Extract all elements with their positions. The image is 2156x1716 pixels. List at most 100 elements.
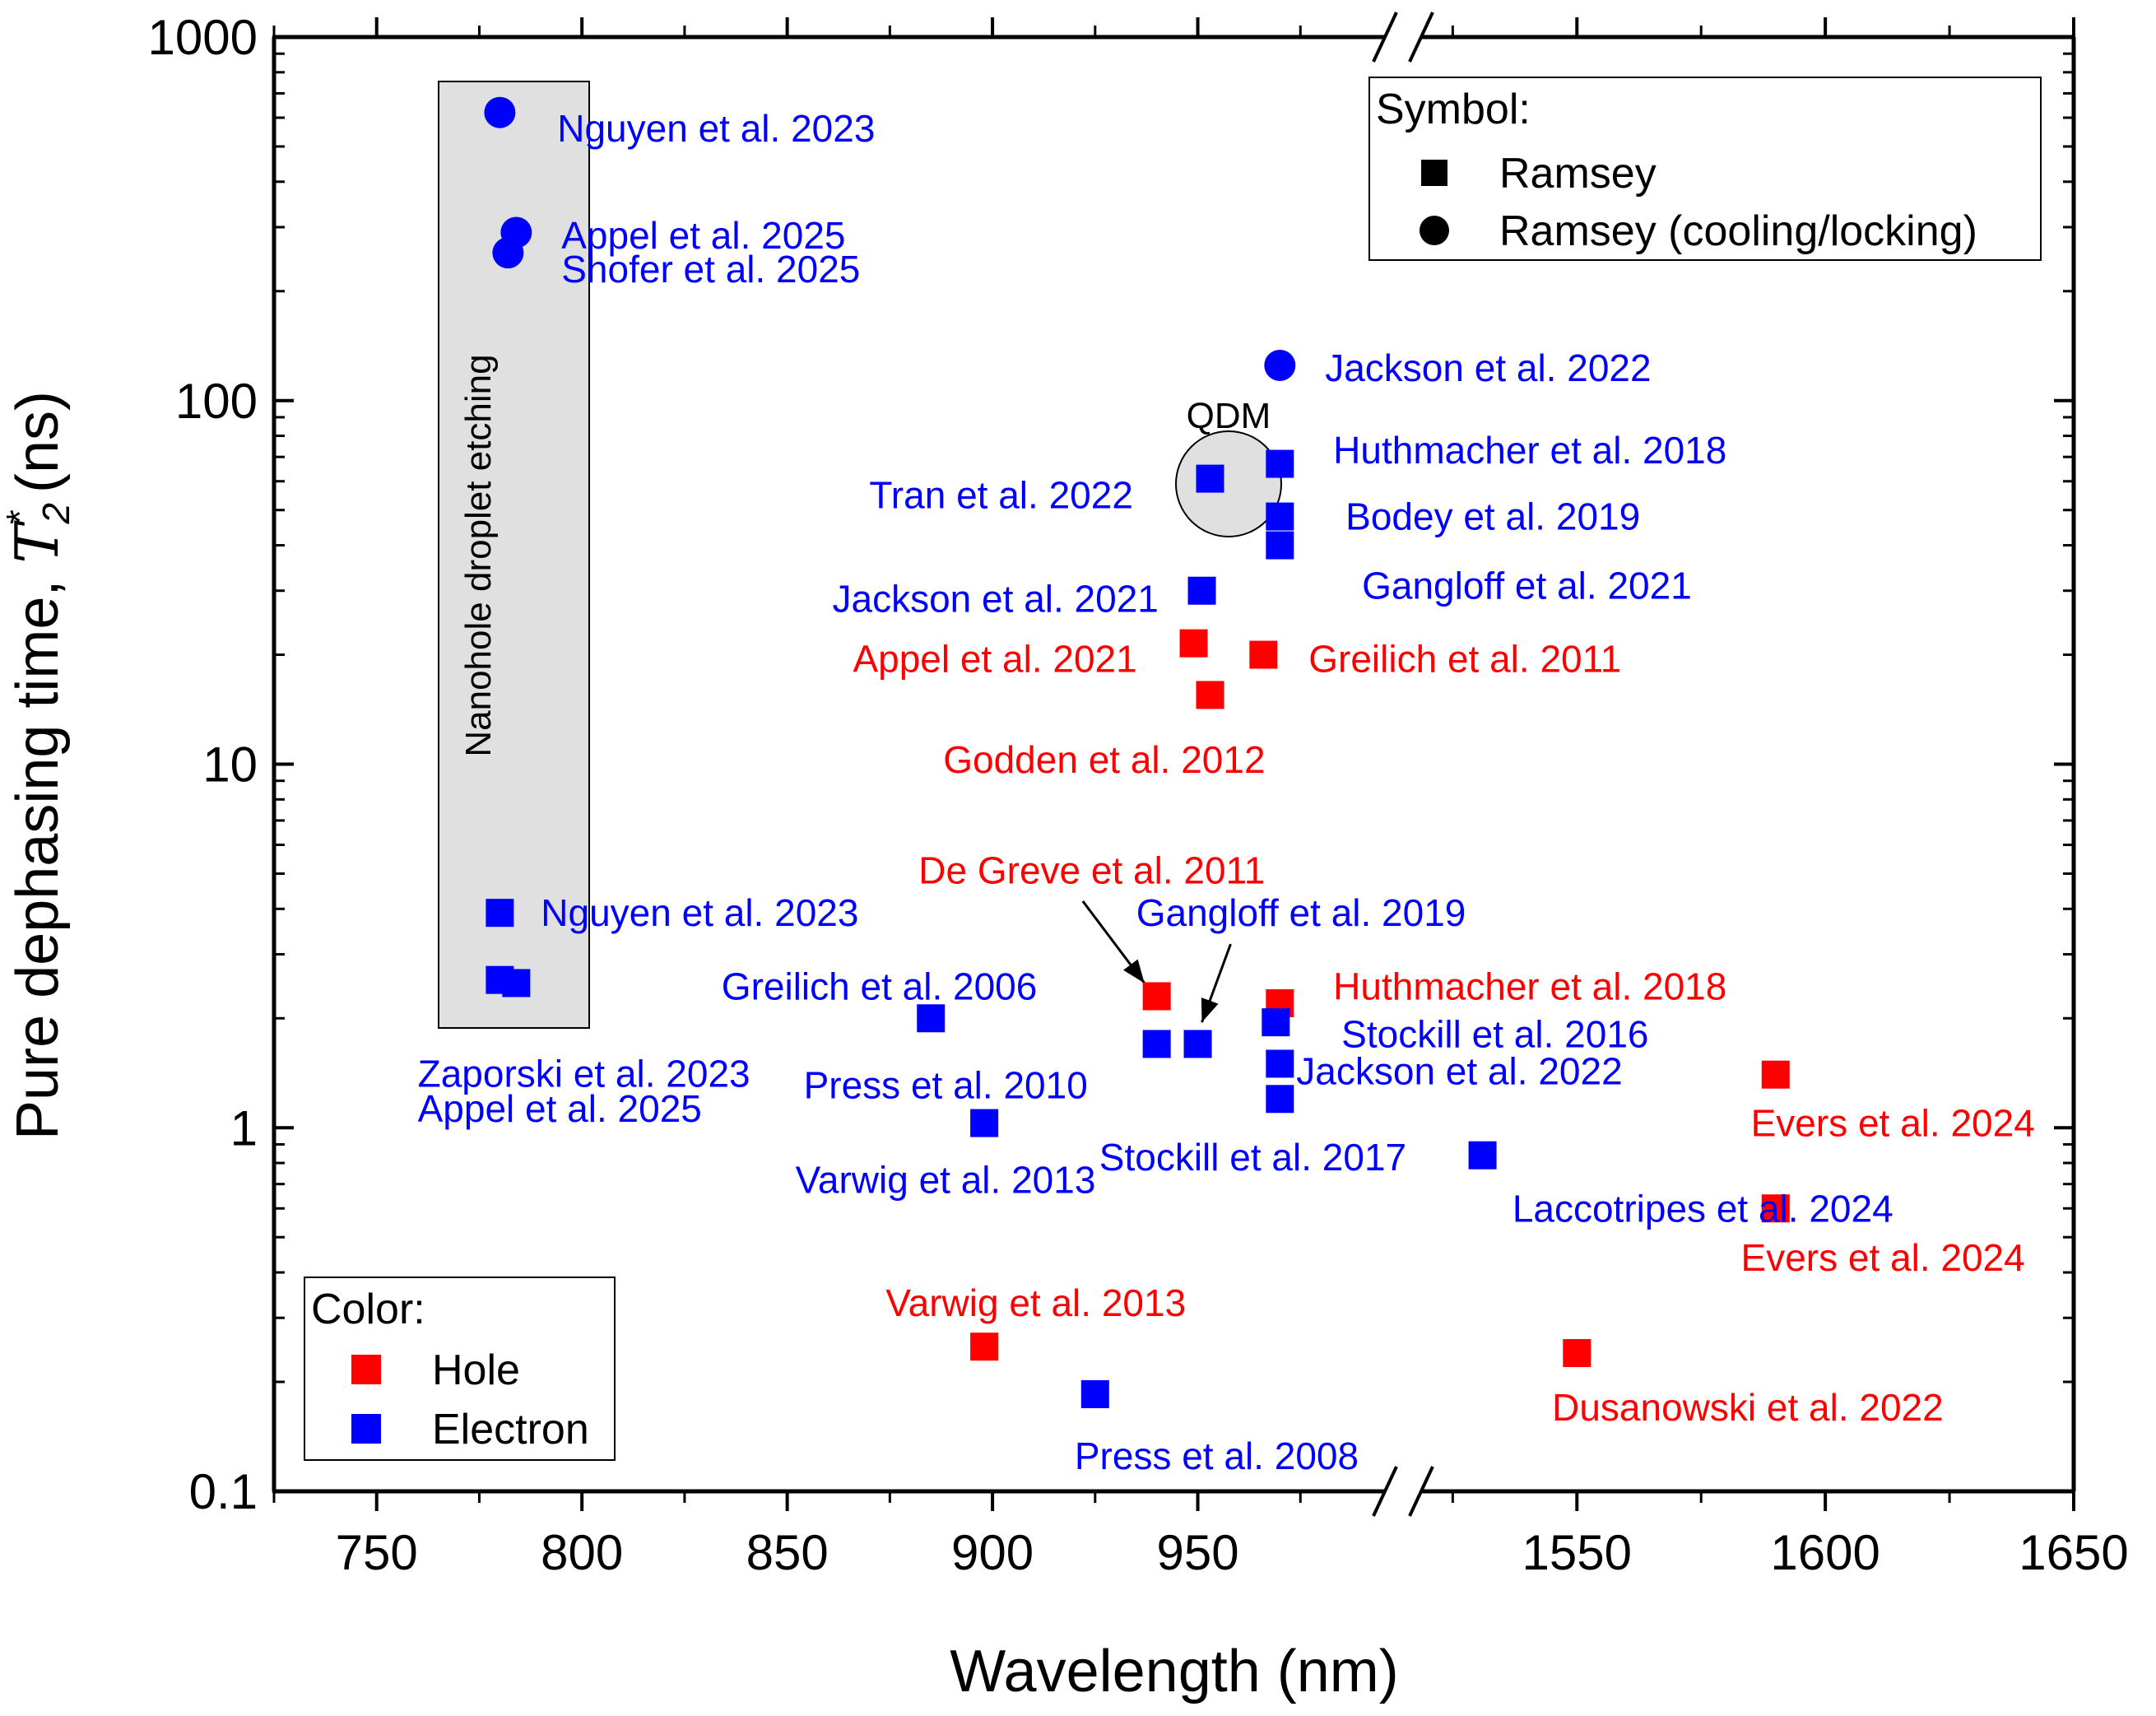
y-axis-title: Pure dephasing time, T2* (ns) bbox=[0, 391, 77, 1140]
point-annotation: Appel et al. 2021 bbox=[853, 637, 1136, 680]
y-tick-label: 1 bbox=[230, 1100, 258, 1156]
point-annotation: Stockill et al. 2017 bbox=[1099, 1136, 1406, 1179]
point-annotation: De Greve et al. 2011 bbox=[918, 849, 1265, 892]
x-tick-label: 950 bbox=[1156, 1525, 1238, 1580]
data-point-square bbox=[1266, 531, 1294, 560]
data-point-square bbox=[1761, 1194, 1790, 1223]
color-legend-label: Hole bbox=[432, 1346, 520, 1394]
data-point-circle bbox=[484, 96, 516, 128]
y-title-sup: * bbox=[0, 509, 41, 524]
qdm-label: QDM bbox=[1187, 396, 1271, 436]
axis-break-mark bbox=[1408, 12, 1434, 63]
y-title-unit: (ns) bbox=[5, 391, 71, 509]
y-tick-label: 100 bbox=[175, 374, 258, 429]
point-annotation: Zaporski et al. 2023 bbox=[418, 1052, 750, 1095]
data-point-square bbox=[1196, 464, 1224, 493]
data-point-square bbox=[1196, 681, 1224, 709]
arrow-layer bbox=[1081, 900, 1232, 1023]
y-title-sub: 2 bbox=[35, 503, 77, 525]
y-tick-label: 1000 bbox=[148, 10, 258, 65]
symbol-legend-box bbox=[1368, 77, 2042, 261]
point-annotation: Varwig et al. 2013 bbox=[885, 1281, 1186, 1324]
x-tick-label: 900 bbox=[951, 1525, 1034, 1580]
data-point-square bbox=[1262, 1008, 1290, 1037]
point-annotation: Dusanowski et al. 2022 bbox=[1552, 1386, 1944, 1429]
point-annotation: Appel et al. 2025 bbox=[418, 1087, 702, 1130]
data-point-square bbox=[970, 1109, 999, 1137]
x-tick-label: 800 bbox=[541, 1525, 623, 1580]
pointer-arrow-head bbox=[1123, 959, 1145, 984]
point-annotation: Press et al. 2008 bbox=[1075, 1435, 1359, 1477]
y-tick-label: 10 bbox=[202, 737, 258, 793]
data-point-square bbox=[486, 899, 514, 928]
data-point-square bbox=[502, 969, 531, 998]
axis-break-mark bbox=[1372, 1466, 1398, 1517]
frame-layer bbox=[272, 12, 2076, 1517]
x-tick-label: 750 bbox=[336, 1525, 418, 1580]
point-annotation: Stockill et al. 2016 bbox=[1341, 1012, 1648, 1055]
point-annotation: Jackson et al. 2022 bbox=[1296, 1050, 1622, 1093]
point-annotation: Nguyen et al. 2023 bbox=[541, 891, 858, 934]
data-point-square bbox=[1183, 1030, 1212, 1058]
point-annotation: Press et al. 2010 bbox=[804, 1063, 1088, 1106]
point-annotation: Evers et al. 2024 bbox=[1741, 1236, 2025, 1279]
data-point-square bbox=[1187, 576, 1216, 605]
data-point-square bbox=[970, 1332, 999, 1361]
point-annotation: Greilich et al. 2011 bbox=[1308, 637, 1621, 680]
point-annotation: Appel et al. 2025 bbox=[561, 214, 845, 257]
point-annotation: Varwig et al. 2013 bbox=[796, 1158, 1096, 1201]
axis-break-mark bbox=[1408, 1466, 1434, 1517]
data-point-square bbox=[1266, 449, 1294, 478]
x-tick-label: 1650 bbox=[2019, 1525, 2128, 1580]
color-legend-label: Electron bbox=[432, 1406, 589, 1453]
data-point-square bbox=[1249, 640, 1278, 669]
points-layer bbox=[484, 96, 1790, 1408]
point-annotation: Huthmacher et al. 2018 bbox=[1333, 965, 1726, 1007]
axis-break-mark bbox=[1372, 12, 1398, 63]
data-point-square bbox=[917, 1004, 946, 1033]
data-point-square bbox=[1142, 982, 1171, 1011]
point-annotation: Nguyen et al. 2023 bbox=[557, 107, 875, 150]
data-point-circle bbox=[492, 237, 524, 269]
axis-layer: 0.1 1 10 100 1000 750 800 850 900 950 1550 1600 1650… bbox=[0, 10, 2129, 1704]
data-point-square bbox=[1761, 1060, 1790, 1089]
point-annotation: Godden et al. 2012 bbox=[943, 738, 1265, 781]
axis-break-gap bbox=[1387, 29, 1420, 45]
symbol-legend-title: Symbol: bbox=[1376, 86, 1531, 133]
qdm-circle bbox=[1175, 430, 1282, 537]
point-annotation: Laccotripes et al. 2024 bbox=[1512, 1187, 1893, 1230]
point-annotation: Greilich et al. 2006 bbox=[722, 965, 1038, 1007]
color-legend-title: Color: bbox=[311, 1286, 425, 1333]
data-point-square bbox=[1080, 1379, 1109, 1408]
y-title-symbol: T bbox=[2, 520, 72, 564]
x-tick-label: 1600 bbox=[1770, 1525, 1880, 1580]
symbol-legend-label: Ramsey (cooling/locking) bbox=[1499, 207, 1977, 255]
point-annotation: Gangloff et al. 2021 bbox=[1362, 564, 1692, 607]
data-point-square bbox=[1179, 629, 1208, 658]
y-tick-label: 0.1 bbox=[189, 1464, 258, 1519]
point-annotation: Shofer et al. 2025 bbox=[561, 248, 860, 291]
legend-circle-icon bbox=[1420, 216, 1449, 245]
data-point-square bbox=[1266, 1085, 1294, 1114]
legend-color-swatch bbox=[351, 1414, 381, 1444]
data-point-square bbox=[1468, 1141, 1497, 1170]
data-point-square bbox=[1266, 502, 1294, 531]
point-annotation: Evers et al. 2024 bbox=[1751, 1102, 2035, 1145]
data-point-square bbox=[1266, 1049, 1294, 1078]
region-label: Nanohole droplet etching bbox=[458, 354, 499, 756]
y-title-text: Pure dephasing time, bbox=[5, 564, 71, 1140]
pointer-arrow-head bbox=[1201, 998, 1219, 1023]
data-point-square bbox=[1563, 1339, 1591, 1368]
point-annotation: Jackson et al. 2022 bbox=[1325, 346, 1651, 389]
x-tick-label: 850 bbox=[746, 1525, 829, 1580]
point-annotation: Huthmacher et al. 2018 bbox=[1333, 429, 1726, 472]
x-tick-label: 1550 bbox=[1522, 1525, 1632, 1580]
point-annotation: Bodey et al. 2019 bbox=[1345, 495, 1640, 538]
point-annotation: Tran et al. 2022 bbox=[869, 473, 1133, 516]
x-axis-title: Wavelength (nm) bbox=[950, 1639, 1399, 1704]
point-annotation: Jackson et al. 2021 bbox=[833, 578, 1159, 621]
legend-color-swatch bbox=[351, 1355, 381, 1384]
axis-break-gap bbox=[1387, 1483, 1420, 1500]
